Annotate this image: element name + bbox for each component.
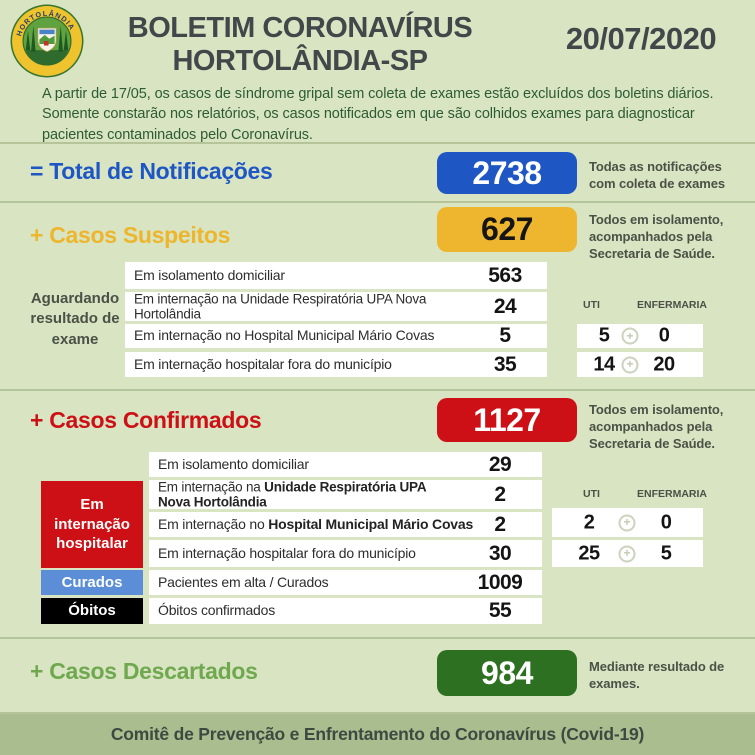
row-value: 29 <box>488 452 512 476</box>
deaths-box: Óbitos <box>41 598 143 624</box>
plus-circle-icon <box>621 356 639 373</box>
page-title: BOLETIM CORONAVÍRUS HORTOLÂNDIA-SP <box>88 12 512 78</box>
suspect-cases-badge: 627 <box>437 207 577 252</box>
uti-value: 25 <box>578 542 600 564</box>
table-row: Em internação hospitalar fora do municíp… <box>149 540 542 567</box>
enfermaria-value: 20 <box>653 353 675 375</box>
enfermaria-header: ENFERMARIA <box>637 299 707 311</box>
row-label: Em internação hospitalar fora do municíp… <box>134 355 392 372</box>
enfermaria-value: 0 <box>658 324 670 347</box>
row-value: 563 <box>488 263 522 287</box>
table-row: Em internação no Hospital Municipal Mári… <box>149 512 542 537</box>
table-row: Pacientes em alta / Curados 1009 <box>149 570 542 595</box>
row-value: 24 <box>493 294 517 318</box>
row-label-prefix: Em internação na <box>158 479 265 495</box>
confirmed-cases-label: + Casos Confirmados <box>30 407 262 433</box>
total-notifications-badge: 2738 <box>437 152 577 194</box>
divider <box>0 389 755 391</box>
page-title-line1: BOLETIM CORONAVÍRUS <box>127 12 473 44</box>
suspect-cases-label: + Casos Suspeitos <box>30 222 231 248</box>
divider <box>0 712 755 714</box>
uti-value: 2 <box>583 511 595 533</box>
enfermaria-value: 5 <box>660 542 672 564</box>
cured-box: Curados <box>41 570 143 595</box>
row-value: 35 <box>493 352 517 376</box>
footer-banner: Comitê de Prevenção e Enfrentamento do C… <box>0 714 755 755</box>
uti-header: UTI <box>583 488 600 500</box>
row-value: 2 <box>494 512 506 536</box>
plus-circle-icon <box>618 514 636 531</box>
row-label: Óbitos confirmados <box>158 602 276 619</box>
discarded-cases-badge: 984 <box>437 650 577 696</box>
row-label-prefix: Em internação no <box>158 515 269 532</box>
disclaimer-text: A partir de 17/05, os casos de síndrome … <box>42 86 714 143</box>
confirmed-cases-note: Todos em isolamento, acompanhados pela S… <box>589 402 724 451</box>
total-notifications-label: = Total de Notificações <box>30 158 273 184</box>
table-row: Em internação hospitalar fora do municíp… <box>125 352 547 377</box>
confirmed-cases-badge: 1127 <box>437 398 577 442</box>
row-label-bold: Unidade Respiratória UPA Nova Hortolândi… <box>158 479 426 510</box>
total-notifications-note: Todas as notificações com coleta de exam… <box>589 159 726 191</box>
row-label: Em isolamento domiciliar <box>134 266 285 283</box>
row-label: Em internação na Unidade Respiratória UP… <box>134 291 427 322</box>
divider <box>0 637 755 639</box>
uti-enfermaria-box: 2 0 <box>552 508 703 537</box>
uti-header: UTI <box>583 299 600 311</box>
awaiting-results-label: Aguardando resultado de exame <box>30 290 120 348</box>
table-row: Em internação na Unidade Respiratória UP… <box>149 479 542 510</box>
hortolandia-seal-logo: HORTOLÂNDIA <box>10 4 84 78</box>
bulletin-date: 20/07/2020 <box>565 21 717 56</box>
row-value: 1009 <box>477 570 523 594</box>
row-value: 5 <box>499 324 511 347</box>
hospitalized-box: Em internação hospitalar <box>41 481 143 568</box>
row-label: Em isolamento domiciliar <box>158 455 309 472</box>
plus-circle-icon <box>618 545 636 562</box>
row-label: Em internação no Hospital Municipal Mári… <box>134 327 435 344</box>
plus-circle-icon <box>621 327 639 345</box>
row-value: 30 <box>488 541 512 565</box>
table-row: Óbitos confirmados 55 <box>149 598 542 624</box>
row-value: 2 <box>494 482 506 506</box>
enfermaria-value: 0 <box>660 511 672 533</box>
discarded-cases-note: Mediante resultado de exames. <box>589 659 725 691</box>
table-row: Em isolamento domiciliar 29 <box>149 452 542 477</box>
page-title-line2: HORTOLÂNDIA-SP <box>172 44 428 77</box>
uti-enfermaria-box: 14 20 <box>577 352 703 377</box>
row-label: Pacientes em alta / Curados <box>158 573 329 590</box>
divider <box>0 201 755 203</box>
uti-enfermaria-box: 5 0 <box>577 324 703 348</box>
uti-value: 5 <box>598 324 610 347</box>
row-label: Em internação hospitalar fora do municíp… <box>158 544 416 561</box>
uti-value: 14 <box>593 353 615 375</box>
discarded-cases-label: + Casos Descartados <box>30 658 258 684</box>
table-row: Em internação na Unidade Respiratória UP… <box>125 291 547 322</box>
row-label-bold: Hospital Municipal Mário Covas <box>268 515 474 532</box>
suspect-cases-note: Todos em isolamento, acompanhados pela S… <box>589 212 724 261</box>
divider <box>0 142 755 144</box>
row-label: Em internação na Unidade Respiratória UP… <box>158 479 443 510</box>
enfermaria-header: ENFERMARIA <box>637 488 707 500</box>
row-value: 55 <box>488 599 512 622</box>
row-label: Em internação no Hospital Municipal Mári… <box>158 515 474 533</box>
table-row: Em internação no Hospital Municipal Mári… <box>125 324 547 348</box>
uti-enfermaria-box: 25 5 <box>552 540 703 567</box>
table-row: Em isolamento domiciliar 563 <box>125 262 547 289</box>
